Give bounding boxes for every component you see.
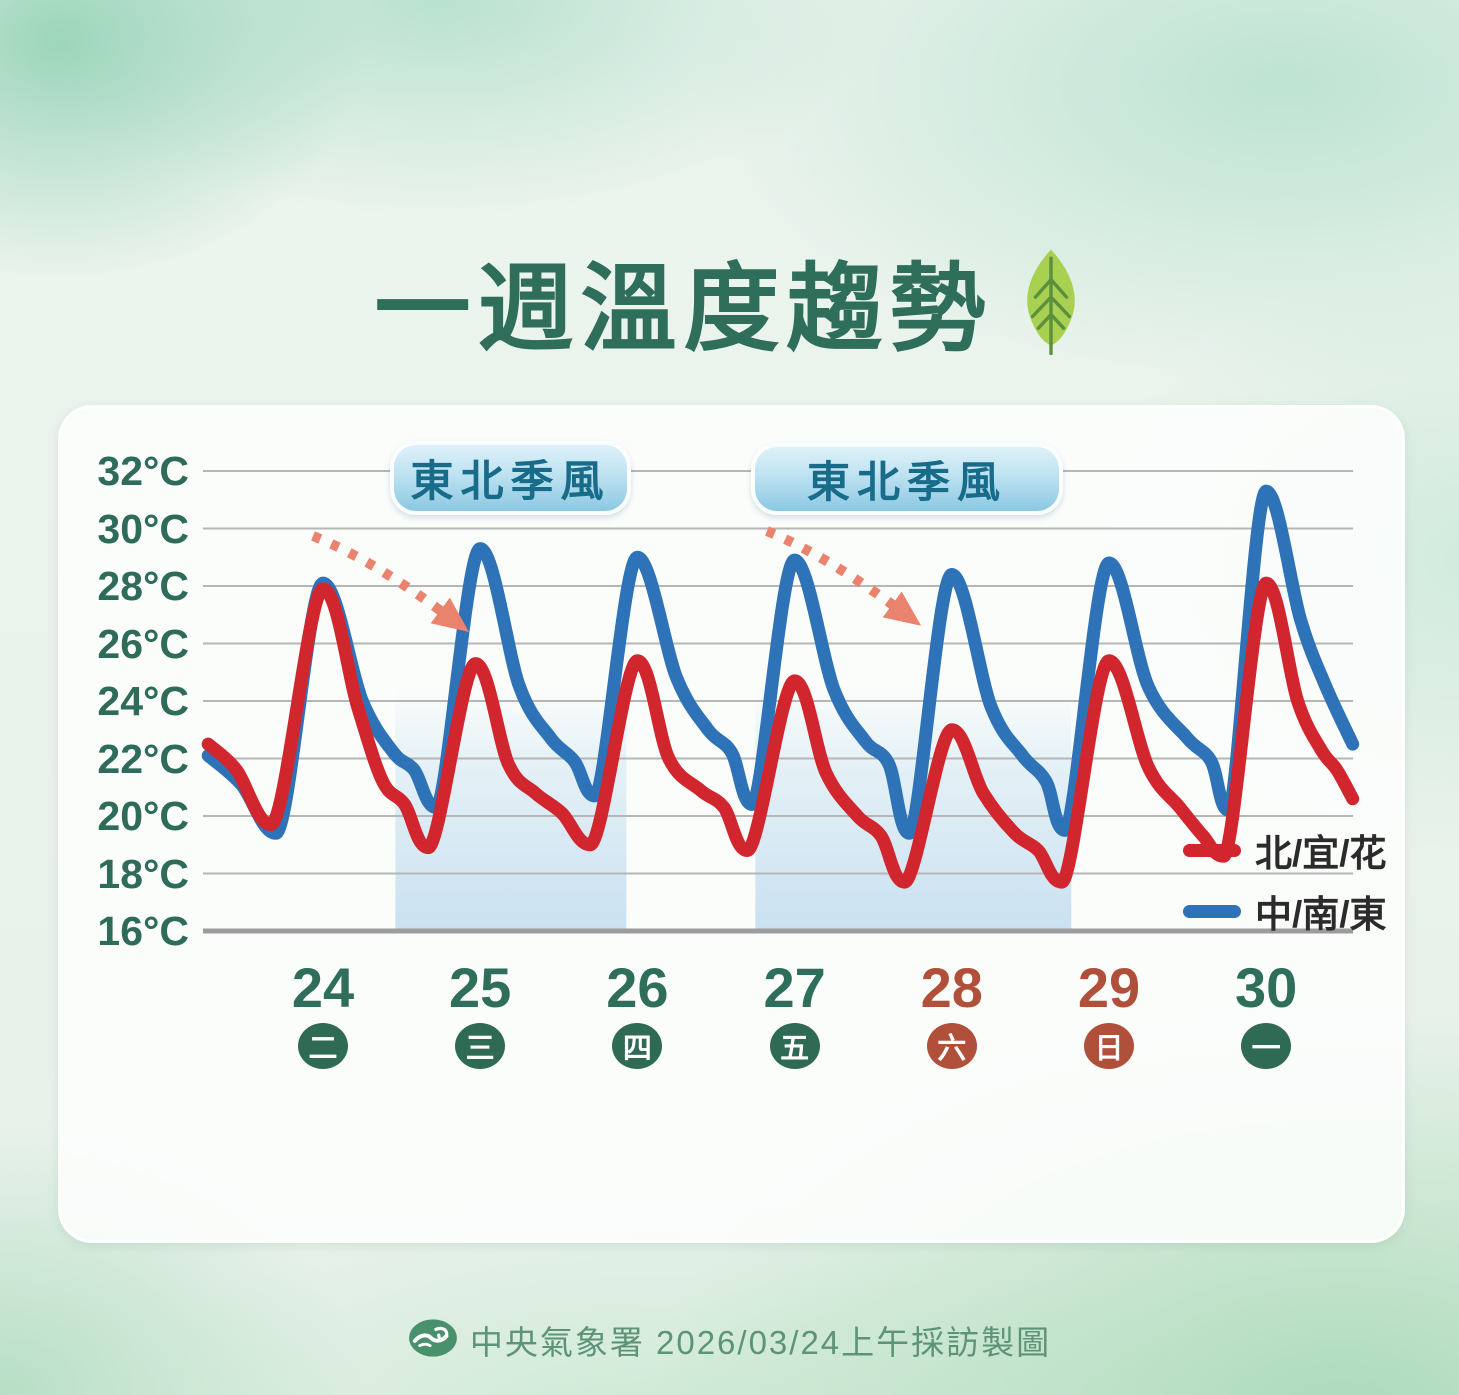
y-axis-label: 16°C (97, 908, 189, 954)
footer-caption: 中央氣象署 2026/03/24上午採訪製圖 (469, 1324, 1052, 1361)
date-label: 24 (291, 956, 355, 1019)
legend-line-swatch (1183, 843, 1241, 857)
weekday-badge: 一 (1241, 1023, 1292, 1069)
date-label: 27 (763, 956, 826, 1019)
chart-panel: 32°C 30°C 28°C 26°C 24°C 22°C 20°C 18°C 16°C 東北季… (58, 405, 1405, 1243)
weekday-badge: 日 (1084, 1023, 1134, 1069)
y-axis-label: 24°C (97, 678, 189, 724)
y-axis-label: 22°C (97, 735, 189, 782)
legend-label: 北/宜/花 (1255, 833, 1387, 874)
date-label: 28 (920, 956, 983, 1019)
y-axis-label: 18°C (97, 850, 189, 897)
series-line-北/宜/花 (201, 576, 1360, 889)
legend-item: 北/宜/花 (1183, 826, 1387, 874)
y-axis-label: 32°C (97, 448, 189, 494)
page-title: 一週溫度趨勢 (374, 255, 993, 363)
monsoon-callout-2: 東北季風 (751, 443, 1063, 515)
weekday-badge: 六 (926, 1023, 977, 1069)
cwa-logo-icon (408, 1317, 458, 1364)
leaf-icon (1017, 244, 1085, 361)
series-line-中/南/東 (201, 484, 1360, 840)
date-label: 26 (606, 956, 669, 1019)
legend-label: 中/南/東 (1255, 894, 1387, 935)
monsoon-callout-1: 東北季風 (390, 441, 631, 515)
y-axis-label: 26°C (97, 620, 189, 667)
footer: 中央氣象署 2026/03/24上午採訪製圖 (0, 1316, 1459, 1364)
y-axis-label: 30°C (97, 505, 189, 552)
y-axis-label: 28°C (97, 563, 189, 609)
legend-line-swatch (1183, 904, 1241, 918)
weekday-badge: 五 (769, 1023, 820, 1069)
weekday-badge: 四 (612, 1023, 663, 1069)
date-label: 30 (1235, 956, 1298, 1019)
temperature-chart (201, 470, 1360, 934)
weekday-badge: 二 (298, 1023, 348, 1069)
y-axis-label: 20°C (97, 793, 189, 839)
legend: 北/宜/花中/南/東 (1183, 826, 1387, 935)
weekday-badge: 三 (455, 1023, 506, 1069)
title-row: 一週溫度趨勢 (0, 249, 1459, 363)
date-label: 29 (1077, 956, 1141, 1019)
legend-item: 中/南/東 (1183, 887, 1387, 935)
date-label: 25 (449, 956, 512, 1019)
